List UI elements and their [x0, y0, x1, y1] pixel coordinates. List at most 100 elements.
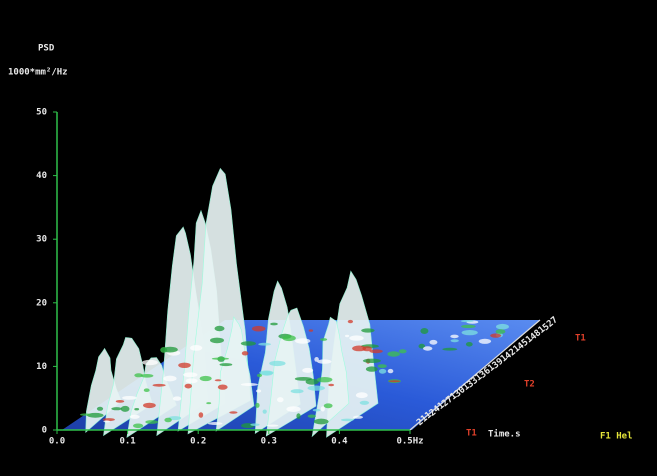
- surface-texture: [309, 329, 313, 331]
- surface-texture: [363, 359, 381, 363]
- surface-texture: [461, 320, 474, 322]
- y-tick-label: 40: [36, 171, 47, 181]
- surface-texture: [178, 363, 191, 368]
- surface-texture: [267, 425, 279, 427]
- surface-texture: [450, 335, 458, 339]
- x-tick-label: 0.0: [49, 437, 65, 447]
- surface-texture: [210, 338, 224, 344]
- surface-texture: [462, 330, 478, 335]
- surface-texture: [116, 400, 125, 403]
- surface-texture: [270, 323, 278, 326]
- surface-texture: [353, 416, 363, 419]
- surface-texture: [173, 396, 181, 400]
- surface-texture: [314, 419, 329, 425]
- chart: PSD 1000*mm²/Hz Time.s F1 Hel 0102030405…: [0, 0, 657, 476]
- surface-texture: [286, 406, 300, 412]
- surface-texture: [122, 396, 137, 400]
- surface-texture: [328, 384, 334, 387]
- surface-texture: [144, 388, 150, 392]
- surface-texture: [145, 420, 158, 424]
- surface-texture: [348, 320, 353, 323]
- surface-texture: [134, 408, 139, 410]
- surface-texture: [163, 376, 176, 382]
- surface-texture: [389, 380, 401, 382]
- surface-texture: [277, 397, 284, 402]
- surface-texture: [341, 419, 354, 422]
- surface-texture: [496, 324, 509, 330]
- x-tick-label: 0.2: [190, 437, 206, 447]
- surface-texture: [420, 328, 428, 334]
- surface-texture: [361, 328, 374, 332]
- surface-texture: [190, 345, 202, 351]
- surface-texture: [141, 374, 154, 378]
- surface-texture: [252, 326, 266, 332]
- surface-texture: [314, 357, 319, 362]
- surface-texture: [387, 351, 400, 356]
- surface-texture: [345, 335, 349, 337]
- surface-texture: [379, 369, 386, 374]
- surface-texture: [295, 377, 312, 381]
- surface-texture: [133, 424, 143, 429]
- surface-texture: [186, 378, 198, 383]
- surface-texture: [321, 406, 325, 411]
- surface-texture: [111, 407, 122, 410]
- surface-texture: [366, 366, 378, 371]
- surface-texture: [229, 411, 237, 413]
- surface-texture: [317, 359, 331, 363]
- surface-texture: [320, 338, 327, 341]
- y-tick-label: 0: [42, 426, 47, 436]
- time-marker: T1: [466, 429, 477, 439]
- surface-texture: [199, 412, 204, 418]
- surface-texture: [261, 371, 273, 376]
- surface-texture: [282, 335, 295, 341]
- x-tick-label: 0.3: [261, 437, 277, 447]
- time-marker: T1: [575, 334, 586, 344]
- surface-texture: [255, 403, 259, 408]
- surface-texture: [429, 340, 437, 345]
- surface-texture: [451, 339, 459, 342]
- surface-texture: [220, 363, 233, 366]
- surface-texture: [442, 348, 457, 351]
- surface-texture: [143, 403, 156, 408]
- footer-text: F1 Hel: [600, 432, 633, 442]
- surface-texture: [263, 410, 267, 414]
- surface-texture: [200, 376, 212, 381]
- surface-texture: [250, 423, 259, 426]
- x-tick-label: 0.5Hz: [396, 437, 423, 447]
- surface-texture: [349, 335, 363, 340]
- surface-texture: [206, 402, 211, 404]
- surface-texture: [121, 406, 130, 412]
- surface-texture: [496, 329, 506, 334]
- surface-texture: [242, 351, 249, 355]
- surface-texture: [212, 358, 229, 360]
- surface-texture: [241, 341, 256, 346]
- surface-texture: [461, 325, 476, 328]
- y-tick-label: 30: [36, 235, 47, 245]
- y-tick-label: 10: [36, 362, 47, 372]
- surface-texture: [388, 369, 394, 373]
- surface-texture: [258, 343, 271, 346]
- surface-texture: [360, 401, 369, 405]
- surface-texture: [256, 389, 261, 392]
- surface-texture: [317, 377, 333, 382]
- page: {"chart_data": { "type": "waterfall3d", …: [0, 0, 657, 476]
- surface-texture: [183, 372, 197, 377]
- surface-texture: [308, 415, 316, 418]
- surface-texture: [324, 403, 333, 408]
- surface-texture: [369, 349, 382, 353]
- surface-texture: [185, 384, 192, 389]
- x-tick-label: 0.1: [119, 437, 135, 447]
- surface-texture: [164, 418, 171, 423]
- y-tick-label: 20: [36, 298, 47, 308]
- surface-texture: [80, 413, 91, 415]
- surface-texture: [218, 385, 228, 390]
- surface-texture: [313, 409, 321, 412]
- surface-texture: [378, 364, 387, 368]
- surface-texture: [215, 326, 225, 331]
- surface-texture: [97, 407, 103, 411]
- surface-texture: [142, 360, 158, 365]
- y-axis-label: 1000*mm²/Hz: [8, 68, 68, 78]
- y-tick-label: 50: [36, 108, 47, 118]
- surface-texture: [130, 415, 140, 419]
- surface-texture: [103, 420, 110, 422]
